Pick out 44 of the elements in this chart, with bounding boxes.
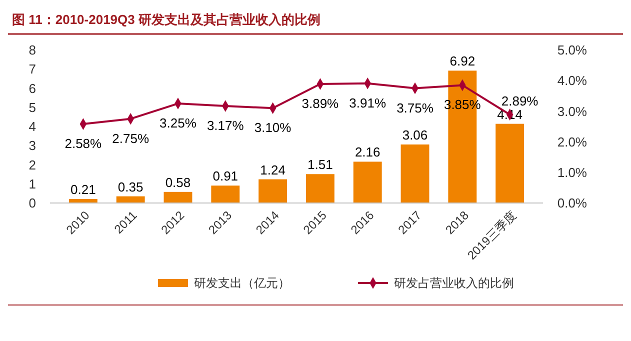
y-tick-label: 4: [28, 119, 36, 134]
y2-tick-label: 5.0%: [557, 42, 588, 58]
y-tick-label: 8: [28, 42, 36, 58]
data-label: 2.75%: [112, 130, 150, 146]
y2-tick-label: 3.0%: [557, 104, 588, 119]
bar: [164, 192, 192, 203]
data-label: 2.58%: [64, 136, 102, 152]
data-label: 0.35: [118, 179, 144, 194]
data-label: 0.21: [70, 182, 96, 197]
y2-tick-label: 0.0%: [557, 196, 588, 211]
data-label: 2.16: [354, 144, 380, 160]
chart-title: 图 11：2010-2019Q3 研发支出及其占营业收入的比例: [12, 12, 320, 27]
data-label: 3.91%: [349, 95, 386, 110]
data-label: 1.24: [260, 162, 286, 178]
bar: [306, 174, 334, 203]
data-label: 2.89%: [501, 94, 539, 109]
y2-tick-label: 4.0%: [557, 73, 588, 88]
data-label: 1.51: [308, 157, 333, 172]
y-tick-label: 7: [28, 62, 36, 77]
y-tick-label: 6: [28, 80, 36, 96]
y2-tick-label: 1.0%: [557, 164, 588, 180]
data-label: 6.92: [450, 54, 476, 69]
data-label: 3.10%: [254, 120, 292, 136]
bar: [116, 196, 145, 203]
legend-label: 研发支出（亿元）: [194, 276, 290, 290]
y2-tick-label: 2.0%: [557, 134, 588, 150]
legend-label: 研发占营业收入的比例: [394, 276, 514, 290]
bar: [353, 162, 382, 203]
bar: [400, 144, 430, 203]
y-tick-label: 0: [28, 196, 36, 211]
y-tick-label: 2: [28, 157, 36, 172]
data-label: 3.89%: [302, 96, 340, 111]
data-label: 3.75%: [396, 100, 434, 116]
data-label: 3.25%: [160, 116, 197, 131]
data-label: 3.17%: [206, 118, 244, 133]
y-tick-label: 1: [28, 176, 36, 192]
data-label: 0.91: [212, 168, 238, 184]
bar: [258, 179, 288, 203]
data-label: 3.06: [402, 127, 428, 142]
data-label: 0.58: [165, 174, 191, 190]
y-tick-label: 3: [28, 138, 36, 154]
y-tick-label: 5: [28, 100, 36, 115]
bar: [496, 124, 524, 203]
bar: [211, 186, 240, 203]
